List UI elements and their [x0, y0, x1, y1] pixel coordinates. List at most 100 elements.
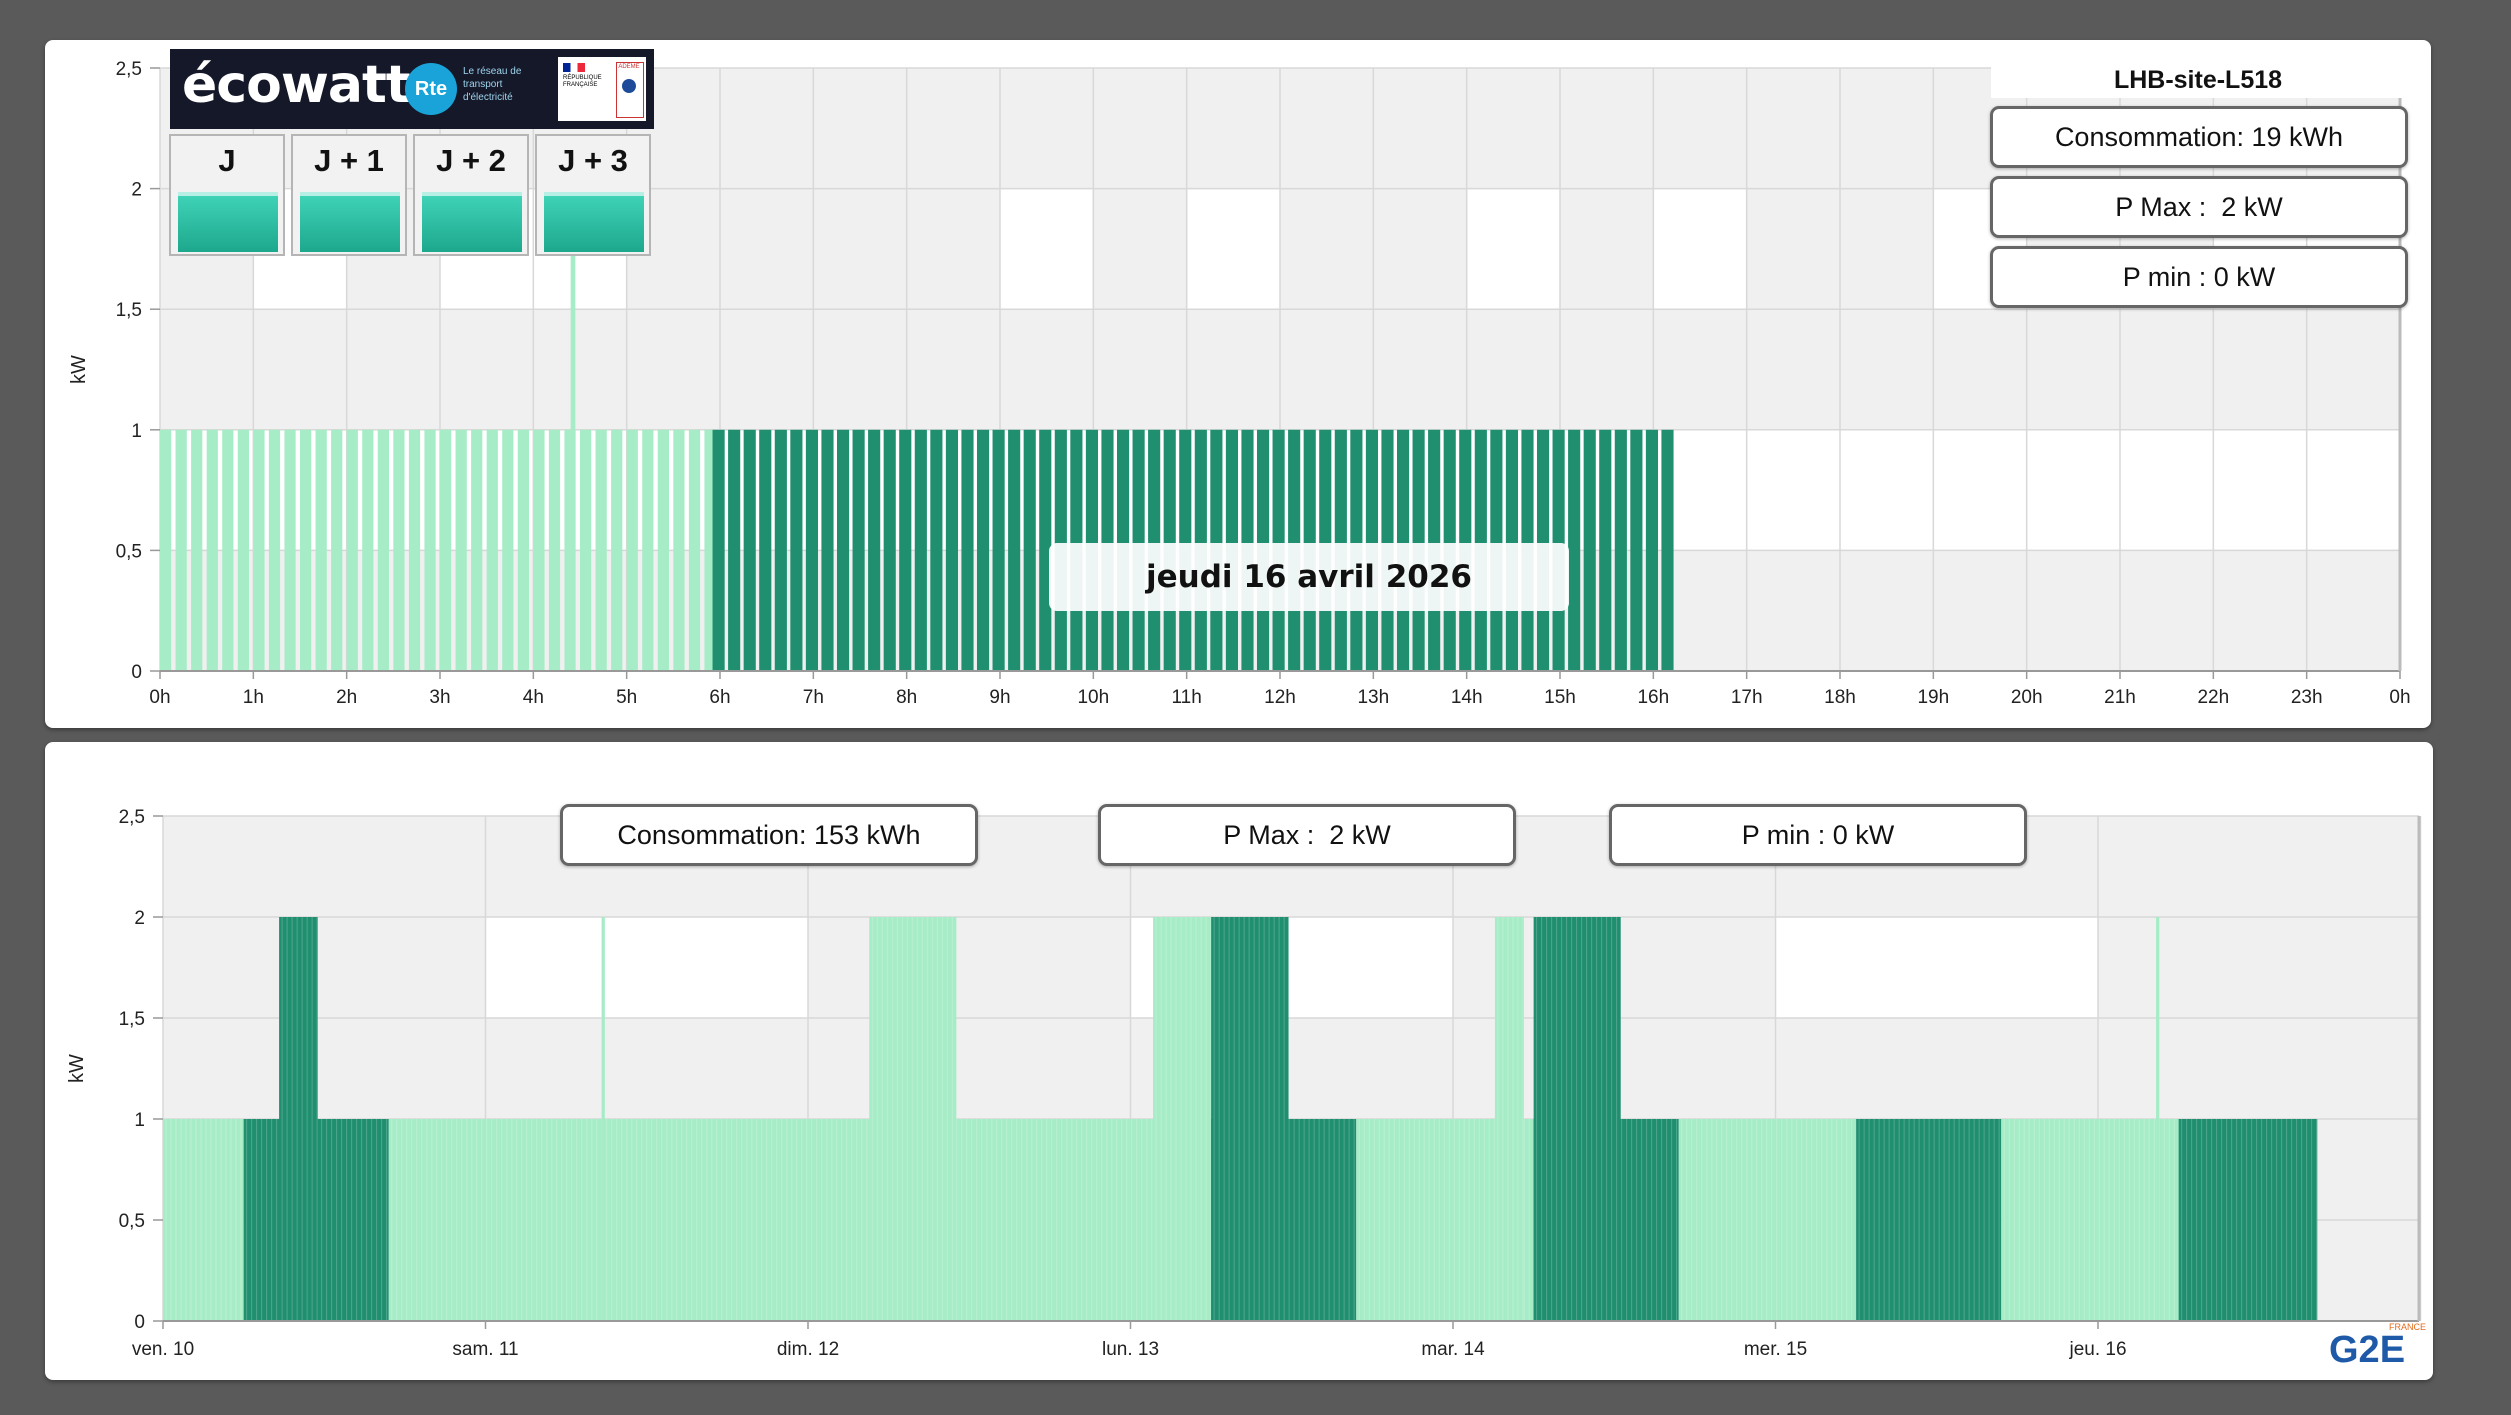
data-bar [331, 429, 343, 671]
ademe-text: ADEME [618, 64, 640, 70]
y-tick-label: 1 [134, 1110, 145, 1131]
ecowatt-day-j1: J + 1 [291, 134, 407, 256]
data-bar [268, 429, 281, 671]
data-bar [206, 429, 218, 671]
pmax-box: P Max : 2 kW [1990, 176, 2408, 238]
data-bar-segment [1494, 917, 1524, 1321]
data-bar [821, 429, 834, 671]
y-axis-label: kW [68, 355, 90, 384]
x-tick-label: 6h [709, 687, 730, 708]
data-bar [1599, 429, 1612, 671]
data-bar-segment [163, 1119, 244, 1321]
data-bar [1023, 429, 1036, 671]
data-bar [393, 429, 405, 671]
ecowatt-green-signal-icon [422, 192, 522, 252]
pmin-box: P min : 0 kW [1609, 804, 2027, 866]
x-tick-label: 14h [1451, 687, 1483, 708]
x-tick-label: 12h [1264, 687, 1296, 708]
data-bar-segment [1211, 917, 1289, 1321]
ecowatt-green-signal-icon [544, 192, 644, 252]
data-bar [533, 429, 545, 671]
data-bar [712, 429, 725, 671]
data-bar-segment [869, 917, 957, 1321]
data-bar [1661, 429, 1674, 671]
data-bar [626, 429, 638, 671]
data-bar [759, 429, 772, 671]
pmax-box: P Max : 2 kW [1098, 804, 1516, 866]
white-column-band [485, 917, 808, 1018]
weekly-chart-panel: 0 0,5 1 1,5 2 2,5 ven. 10 sam. 11 dim. 12 lun. 13… [45, 742, 2433, 1380]
data-bar [346, 429, 358, 671]
data-bar [1008, 429, 1021, 671]
x-tick-label: mer. 15 [1744, 1339, 1807, 1360]
ademe-icon [622, 79, 636, 93]
data-bar [883, 429, 896, 671]
x-tick-label: 21h [2104, 687, 2136, 708]
x-tick-label: 7h [803, 687, 824, 708]
rte-logo: Rte [405, 63, 457, 115]
data-bar [424, 429, 436, 671]
data-bar [455, 429, 467, 671]
data-bar [408, 429, 421, 671]
data-bar [440, 429, 452, 671]
data-bar [688, 429, 701, 671]
x-tick-label: 4h [523, 687, 544, 708]
x-tick-label: 2h [336, 687, 357, 708]
ecowatt-green-signal-icon [178, 192, 278, 252]
x-tick-label: lun. 13 [1102, 1339, 1159, 1360]
data-bar [836, 429, 850, 671]
x-tick-label: 13h [1357, 687, 1389, 708]
data-bar [377, 429, 389, 671]
x-tick-label: 3h [429, 687, 450, 708]
data-bar-segment [2178, 1119, 2318, 1321]
data-bar [222, 429, 234, 671]
ecowatt-day-j3: J + 3 [535, 134, 651, 256]
x-tick-label: sam. 11 [452, 1339, 518, 1360]
grey-band [2098, 816, 2421, 917]
rf-text: RÉPUBLIQUE FRANÇAISE [563, 75, 602, 88]
daily-chart-panel: 0 0,5 1 1,5 2 2,5 0h 1h 2h 3h 4h 5h 6h 7h 8h 9h 10h 11h 12… [45, 40, 2431, 728]
x-tick-label: 20h [2011, 687, 2043, 708]
y-tick-label: 1 [131, 421, 142, 442]
data-bar [517, 429, 529, 671]
ecowatt-banner: écowatt Rte Le réseau de transport d'éle… [170, 49, 654, 129]
data-bar-segment [2156, 917, 2160, 1321]
data-bar-segment [388, 1119, 1212, 1321]
ecowatt-day-label: J + 3 [558, 143, 628, 178]
y-tick-label: 0,5 [116, 541, 142, 562]
g2e-logo-text: G2E [2329, 1329, 2405, 1370]
rte-tagline: Le réseau de transport d'électricité [463, 66, 522, 103]
x-tick-label: 17h [1731, 687, 1763, 708]
data-bar [175, 429, 187, 671]
date-label: jeudi 16 avril 2026 [1049, 543, 1569, 611]
data-bar [160, 429, 172, 671]
data-bar-spike [570, 236, 576, 671]
data-bar [945, 429, 958, 671]
ecowatt-green-signal-icon [300, 192, 400, 252]
x-tick-label: 5h [616, 687, 637, 708]
x-tick-label: 11h [1172, 687, 1202, 708]
y-tick-label: 2,5 [119, 807, 145, 828]
data-bar [868, 429, 881, 671]
ademe-logo [616, 62, 644, 118]
data-bar-segment [1153, 917, 1212, 1321]
ecowatt-day-j2: J + 2 [413, 134, 529, 256]
data-bar [362, 429, 374, 671]
data-bar [1645, 429, 1658, 671]
republique-francaise-logo: RÉPUBLIQUE FRANÇAISE ADEME [558, 57, 646, 121]
data-bar [790, 429, 803, 671]
consumption-box: Consommation: 153 kWh [560, 804, 978, 866]
data-bar [237, 429, 249, 671]
x-tick-label: 8h [896, 687, 917, 708]
white-column-band [1933, 429, 2027, 551]
data-bar [580, 429, 592, 671]
french-flag-icon [563, 63, 585, 72]
ecowatt-day-label: J + 1 [314, 143, 384, 178]
data-bar [1630, 429, 1643, 671]
x-tick-label: dim. 12 [777, 1339, 839, 1360]
data-bar-segment [1856, 1119, 2002, 1321]
data-bar [657, 429, 669, 671]
data-bar [914, 429, 927, 671]
data-bar [502, 429, 514, 671]
y-tick-label: 2 [134, 908, 145, 929]
